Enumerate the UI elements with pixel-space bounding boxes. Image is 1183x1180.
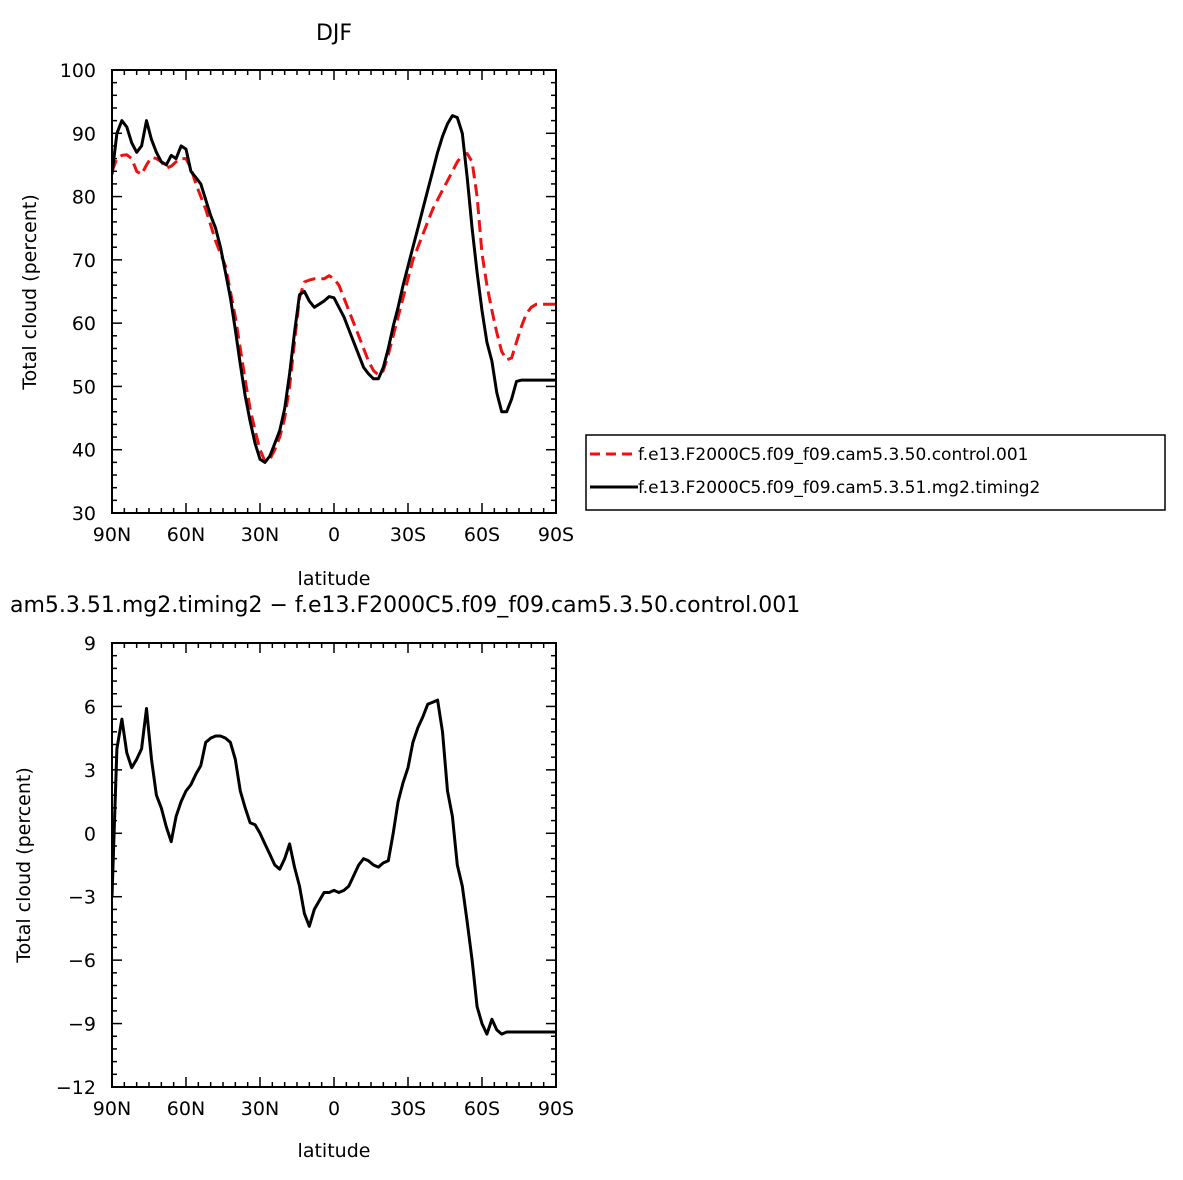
y-axis-label: Total cloud (percent) xyxy=(19,194,41,391)
x-tick-label: 30N xyxy=(241,524,279,546)
x-axis-label-difference: latitude xyxy=(298,1140,371,1162)
x-tick-label: 30S xyxy=(390,1098,426,1120)
x-tick-label: 60S xyxy=(464,524,500,546)
x-tick-label: 90N xyxy=(93,1098,131,1120)
y-tick-label: 30 xyxy=(72,503,96,525)
y-tick-label: −12 xyxy=(56,1077,96,1099)
legend-entry-control: f.e13.F2000C5.f09_f09.cam5.3.50.control.… xyxy=(638,445,1029,465)
y-tick-label: 80 xyxy=(72,187,96,209)
series-line-0 xyxy=(112,698,556,1036)
series-group xyxy=(112,114,556,464)
x-tick-label: 0 xyxy=(328,524,340,546)
x-tick-label: 90S xyxy=(538,1098,574,1120)
y-tick-label: 3 xyxy=(84,760,96,782)
plot-frame xyxy=(111,642,557,1088)
x-tick-label: 90S xyxy=(538,524,574,546)
x-tick-label: 60S xyxy=(464,1098,500,1120)
legend-box xyxy=(585,434,1166,511)
y-tick-label: 70 xyxy=(72,250,96,272)
plot-area-difference: 90N 60N 30N 0 30S 60S 90S −12 −9 −6 −3 0 3 6 9 xyxy=(56,633,574,1120)
y-axis-label-difference: Total cloud (percent) xyxy=(13,767,35,964)
y-tick-label: −6 xyxy=(68,950,96,972)
chart-title-difference: am5.3.51.mg2.timing2 − f.e13.F2000C5.f09… xyxy=(10,593,800,618)
y-tick-label: 9 xyxy=(84,633,96,655)
panel-top: DJF 90N 60N 30N 0 30S 60S 90S 30 40 50 60 70 80 90 100… xyxy=(19,21,1166,590)
series-line-0 xyxy=(112,152,556,463)
x-tick-label: 30N xyxy=(241,1098,279,1120)
y-tick-label: 40 xyxy=(72,440,96,462)
chart-title: DJF xyxy=(316,21,352,46)
x-tick-label: 60N xyxy=(167,524,205,546)
y-tick-label: 60 xyxy=(72,313,96,335)
y-tick-label: 100 xyxy=(60,60,96,82)
y-tick-label: 0 xyxy=(84,823,96,845)
legend: f.e13.F2000C5.f09_f09.cam5.3.50.control.… xyxy=(585,434,1166,511)
x-tick-label: 90N xyxy=(93,524,131,546)
series-group xyxy=(112,698,556,1036)
plot-area: 90N 60N 30N 0 30S 60S 90S 30 40 50 60 70 80 90 100 xyxy=(60,60,574,546)
y-tick-label: 90 xyxy=(72,123,96,145)
x-tick-label: 60N xyxy=(167,1098,205,1120)
series-line-1 xyxy=(112,114,556,464)
x-axis-label: latitude xyxy=(298,568,371,590)
y-tick-label: −3 xyxy=(68,887,96,909)
y-tick-label: 50 xyxy=(72,376,96,398)
panel-bottom: am5.3.51.mg2.timing2 − f.e13.F2000C5.f09… xyxy=(10,593,800,1162)
x-tick-label: 0 xyxy=(328,1098,340,1120)
y-tick-label: 6 xyxy=(84,696,96,718)
x-tick-label: 30S xyxy=(390,524,426,546)
legend-entry-timing2: f.e13.F2000C5.f09_f09.cam5.3.51.mg2.timi… xyxy=(638,478,1040,498)
y-tick-label: −9 xyxy=(68,1014,96,1036)
